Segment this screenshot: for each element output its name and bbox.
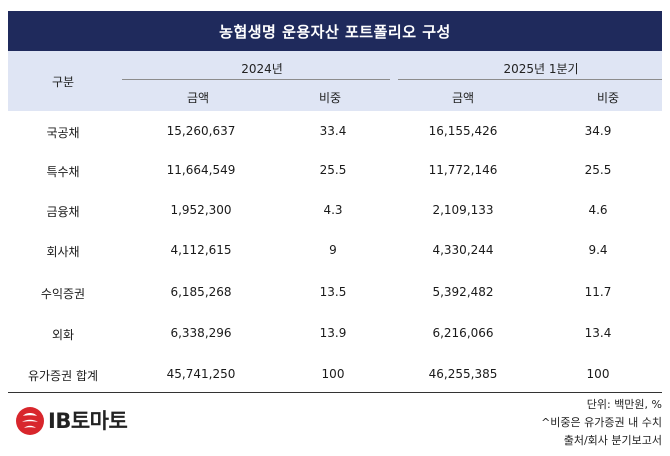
amount-2025: 11,772,146 bbox=[428, 163, 498, 177]
amount-2025: 4,330,244 bbox=[432, 243, 494, 257]
amount-2025: 16,155,426 bbox=[428, 124, 498, 138]
amount-2024: 45,741,250 bbox=[166, 367, 236, 381]
ratio-2025: 25.5 bbox=[584, 163, 612, 177]
table-row: 회사채 4,112,615 9 4,330,244 9.4 bbox=[8, 243, 662, 263]
tomato-logo-icon bbox=[16, 407, 44, 435]
row-label: 외화 bbox=[51, 328, 75, 342]
ratio-2024: 100 bbox=[321, 367, 345, 381]
amount-2024: 4,112,615 bbox=[170, 243, 232, 257]
ratio-2025: 13.4 bbox=[584, 326, 612, 340]
amount-2024: 6,185,268 bbox=[170, 285, 232, 299]
logo-text: IB토마토 bbox=[48, 409, 128, 433]
table-title: 농협생명 운용자산 포트폴리오 구성 bbox=[8, 11, 662, 51]
header-divider-2024 bbox=[122, 79, 390, 80]
amount-2025: 46,255,385 bbox=[428, 367, 498, 381]
table-bottom-border bbox=[8, 392, 662, 393]
table-row: 금융채 1,952,300 4.3 2,109,133 4.6 bbox=[8, 203, 662, 223]
table-row: 수익증권 6,185,268 13.5 5,392,482 11.7 bbox=[8, 285, 662, 305]
row-label: 국공채 bbox=[46, 126, 80, 140]
ratio-2024: 13.5 bbox=[319, 285, 347, 299]
ratio-2024: 25.5 bbox=[319, 163, 347, 177]
ratio-note: ^비중은 유가증권 내 수치 bbox=[541, 416, 662, 429]
row-label: 회사채 bbox=[46, 245, 80, 259]
ratio-2024: 4.3 bbox=[323, 203, 343, 217]
ratio-2025: 11.7 bbox=[584, 285, 612, 299]
row-label: 특수채 bbox=[46, 165, 80, 179]
header-ratio-2025: 비중 bbox=[596, 91, 620, 105]
table-header: 구분 2024년 2025년 1분기 금액 비중 금액 비중 bbox=[8, 51, 662, 111]
row-label: 유가증권 합계 bbox=[27, 369, 99, 383]
ratio-2025: 34.9 bbox=[584, 124, 612, 138]
amount-2024: 11,664,549 bbox=[166, 163, 236, 177]
ratio-2025: 9.4 bbox=[588, 243, 608, 257]
table-notes: 단위: 백만원, % ^비중은 유가증권 내 수치 출처/회사 분기보고서 bbox=[541, 396, 662, 450]
header-period-2024: 2024년 bbox=[241, 62, 283, 76]
ratio-2024: 33.4 bbox=[319, 124, 347, 138]
header-ratio-2024: 비중 bbox=[318, 91, 342, 105]
amount-2024: 1,952,300 bbox=[170, 203, 232, 217]
table-row-total: 유가증권 합계 45,741,250 100 46,255,385 100 bbox=[8, 367, 662, 387]
ratio-2024: 13.9 bbox=[319, 326, 347, 340]
amount-2025: 5,392,482 bbox=[432, 285, 494, 299]
table-row: 국공채 15,260,637 33.4 16,155,426 34.9 bbox=[8, 124, 662, 144]
ratio-2024: 9 bbox=[329, 243, 337, 257]
header-amount-2024: 금액 bbox=[186, 91, 210, 105]
header-period-2025q1: 2025년 1분기 bbox=[503, 62, 579, 76]
row-label: 수익증권 bbox=[40, 287, 86, 301]
ratio-2025: 4.6 bbox=[588, 203, 608, 217]
header-divider-2025 bbox=[398, 79, 662, 80]
ibtomato-logo: IB토마토 bbox=[14, 403, 128, 437]
table-row: 외화 6,338,296 13.9 6,216,066 13.4 bbox=[8, 326, 662, 346]
amount-2024: 15,260,637 bbox=[166, 124, 236, 138]
amount-2024: 6,338,296 bbox=[170, 326, 232, 340]
table-row: 특수채 11,664,549 25.5 11,772,146 25.5 bbox=[8, 163, 662, 183]
source-note: 출처/회사 분기보고서 bbox=[563, 434, 662, 447]
header-category: 구분 bbox=[51, 75, 75, 89]
amount-2025: 6,216,066 bbox=[432, 326, 494, 340]
amount-2025: 2,109,133 bbox=[432, 203, 494, 217]
ratio-2025: 100 bbox=[586, 367, 610, 381]
row-label: 금융채 bbox=[46, 205, 80, 219]
header-amount-2025: 금액 bbox=[451, 91, 475, 105]
unit-note: 단위: 백만원, % bbox=[586, 398, 662, 411]
